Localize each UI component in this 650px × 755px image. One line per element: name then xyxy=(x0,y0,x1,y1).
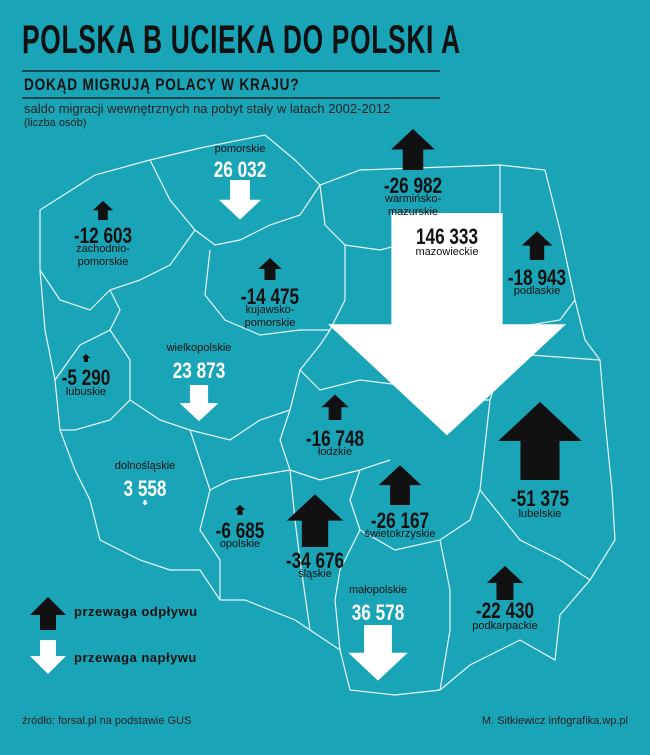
legend-arrow-up xyxy=(30,597,66,630)
region-name: świetokrzyskie xyxy=(364,528,436,540)
value-label: 36 578 xyxy=(351,600,405,625)
legend-label: przewaga napływu xyxy=(74,650,197,665)
subtitle: DOKĄD MIGRUJĄ POLACY W KRAJU? xyxy=(24,75,300,94)
migration-arrow xyxy=(486,565,524,600)
legend-arrow-down xyxy=(30,640,66,674)
migration-arrow xyxy=(92,200,114,220)
migration-arrow xyxy=(521,231,553,260)
migration-arrow xyxy=(234,504,246,515)
unit: (liczba osób) xyxy=(24,117,87,129)
value-label: 23 873 xyxy=(172,358,226,383)
value-label: 26 032 xyxy=(213,157,267,182)
migration-arrow xyxy=(498,401,582,480)
migration-arrow xyxy=(391,128,435,170)
region-name: mazowieckie xyxy=(415,246,479,258)
migration-arrow xyxy=(378,465,422,505)
region-name: opolskie xyxy=(219,538,261,550)
region-name: dolnośląskie xyxy=(114,460,176,472)
value-label: -51 375 xyxy=(510,486,570,511)
region-name: podlaskie xyxy=(513,285,561,297)
source: źródło: forsal.pl na podstawie GUS xyxy=(22,715,192,727)
migration-arrow xyxy=(81,353,91,362)
description: saldo migracji wewnętrznych na pobyt sta… xyxy=(24,101,391,116)
migration-arrow xyxy=(328,213,566,436)
value-label: -22 430 xyxy=(475,598,535,623)
value-label: -6 685 xyxy=(215,518,265,543)
value-label: -26 167 xyxy=(370,508,430,533)
value-label: 146 333 xyxy=(415,224,479,249)
region-name: lubuskie xyxy=(65,386,107,398)
region-name: śląskie xyxy=(298,568,332,580)
credit: M. Sitkiewicz infografika.wp.pl xyxy=(481,715,628,727)
region-name: łodzkie xyxy=(317,446,353,458)
region-name: podkarpackie xyxy=(472,620,538,632)
migration-arrow xyxy=(321,394,349,420)
migration-arrow xyxy=(286,494,344,547)
region-name: pomorskie xyxy=(214,143,266,155)
value-label: -26 982 xyxy=(383,173,443,198)
title: POLSKA B UCIEKA DO POLSKI A xyxy=(22,18,461,62)
region-name: lubelskie xyxy=(518,508,562,520)
value-label: -34 676 xyxy=(285,548,345,573)
value-label: -18 943 xyxy=(507,265,567,290)
migration-arrow xyxy=(218,180,262,220)
legend-label: przewaga odpływu xyxy=(74,604,198,619)
region-name: małopolskie xyxy=(348,584,408,596)
migration-arrow xyxy=(179,385,219,422)
region-name: wielkopolskie xyxy=(166,342,232,354)
region-borders xyxy=(39,134,616,696)
value-label: -16 748 xyxy=(305,426,365,451)
value-label: -12 603 xyxy=(73,223,133,248)
migration-arrow xyxy=(348,625,408,681)
value-label: -14 475 xyxy=(240,284,300,309)
migration-arrow xyxy=(142,500,148,506)
region-name: kujawsko-pomorskie xyxy=(244,304,296,329)
value-label: -5 290 xyxy=(61,365,111,390)
migration-arrow xyxy=(258,257,282,280)
region-name: warmińsko-mazurskie xyxy=(384,193,442,218)
region-name: zachodnio-pomorskie xyxy=(76,243,130,268)
value-label: 3 558 xyxy=(123,476,167,501)
